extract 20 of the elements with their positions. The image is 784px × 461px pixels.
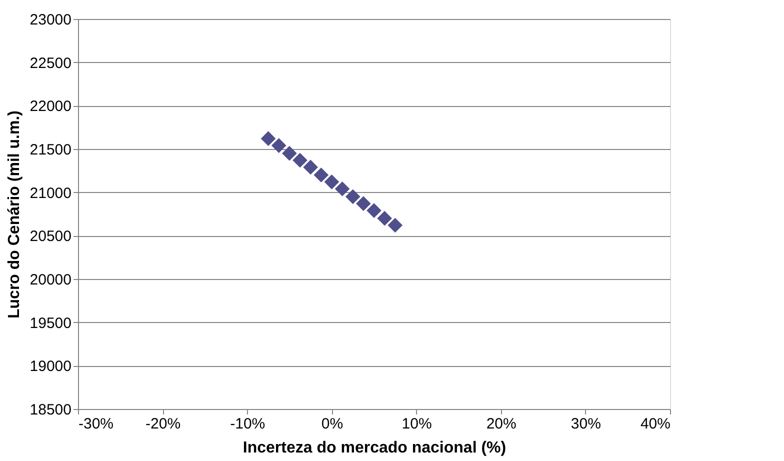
y-tick-label: 20500 <box>30 228 72 246</box>
x-tick-label: -20% <box>146 416 181 432</box>
y-tick-label: 23000 <box>30 12 72 28</box>
y-axis-title: Lucro do Cenário (mil u.m.) <box>6 110 23 319</box>
y-tick-label: 19000 <box>30 358 72 376</box>
y-tick-label: 21500 <box>30 142 72 158</box>
x-tick-label: 20% <box>486 416 516 432</box>
x-tick-label: 30% <box>570 416 601 432</box>
x-tick-label: -10% <box>230 416 266 432</box>
y-tick-label: 22000 <box>30 98 72 116</box>
y-tick-label: 20000 <box>30 272 72 288</box>
x-axis-title: Incerteza do mercado nacional (%) <box>242 440 506 456</box>
x-tick-label: -30% <box>78 416 114 432</box>
y-tick-label: 19500 <box>30 314 72 332</box>
y-tick-label: 21000 <box>30 184 72 202</box>
y-tick-label: 22500 <box>30 54 72 72</box>
y-tick-label: 18500 <box>30 402 72 418</box>
x-tick-label: 10% <box>402 416 432 432</box>
x-tick-label: 40% <box>640 416 670 432</box>
x-tick-label: 0% <box>321 416 344 432</box>
